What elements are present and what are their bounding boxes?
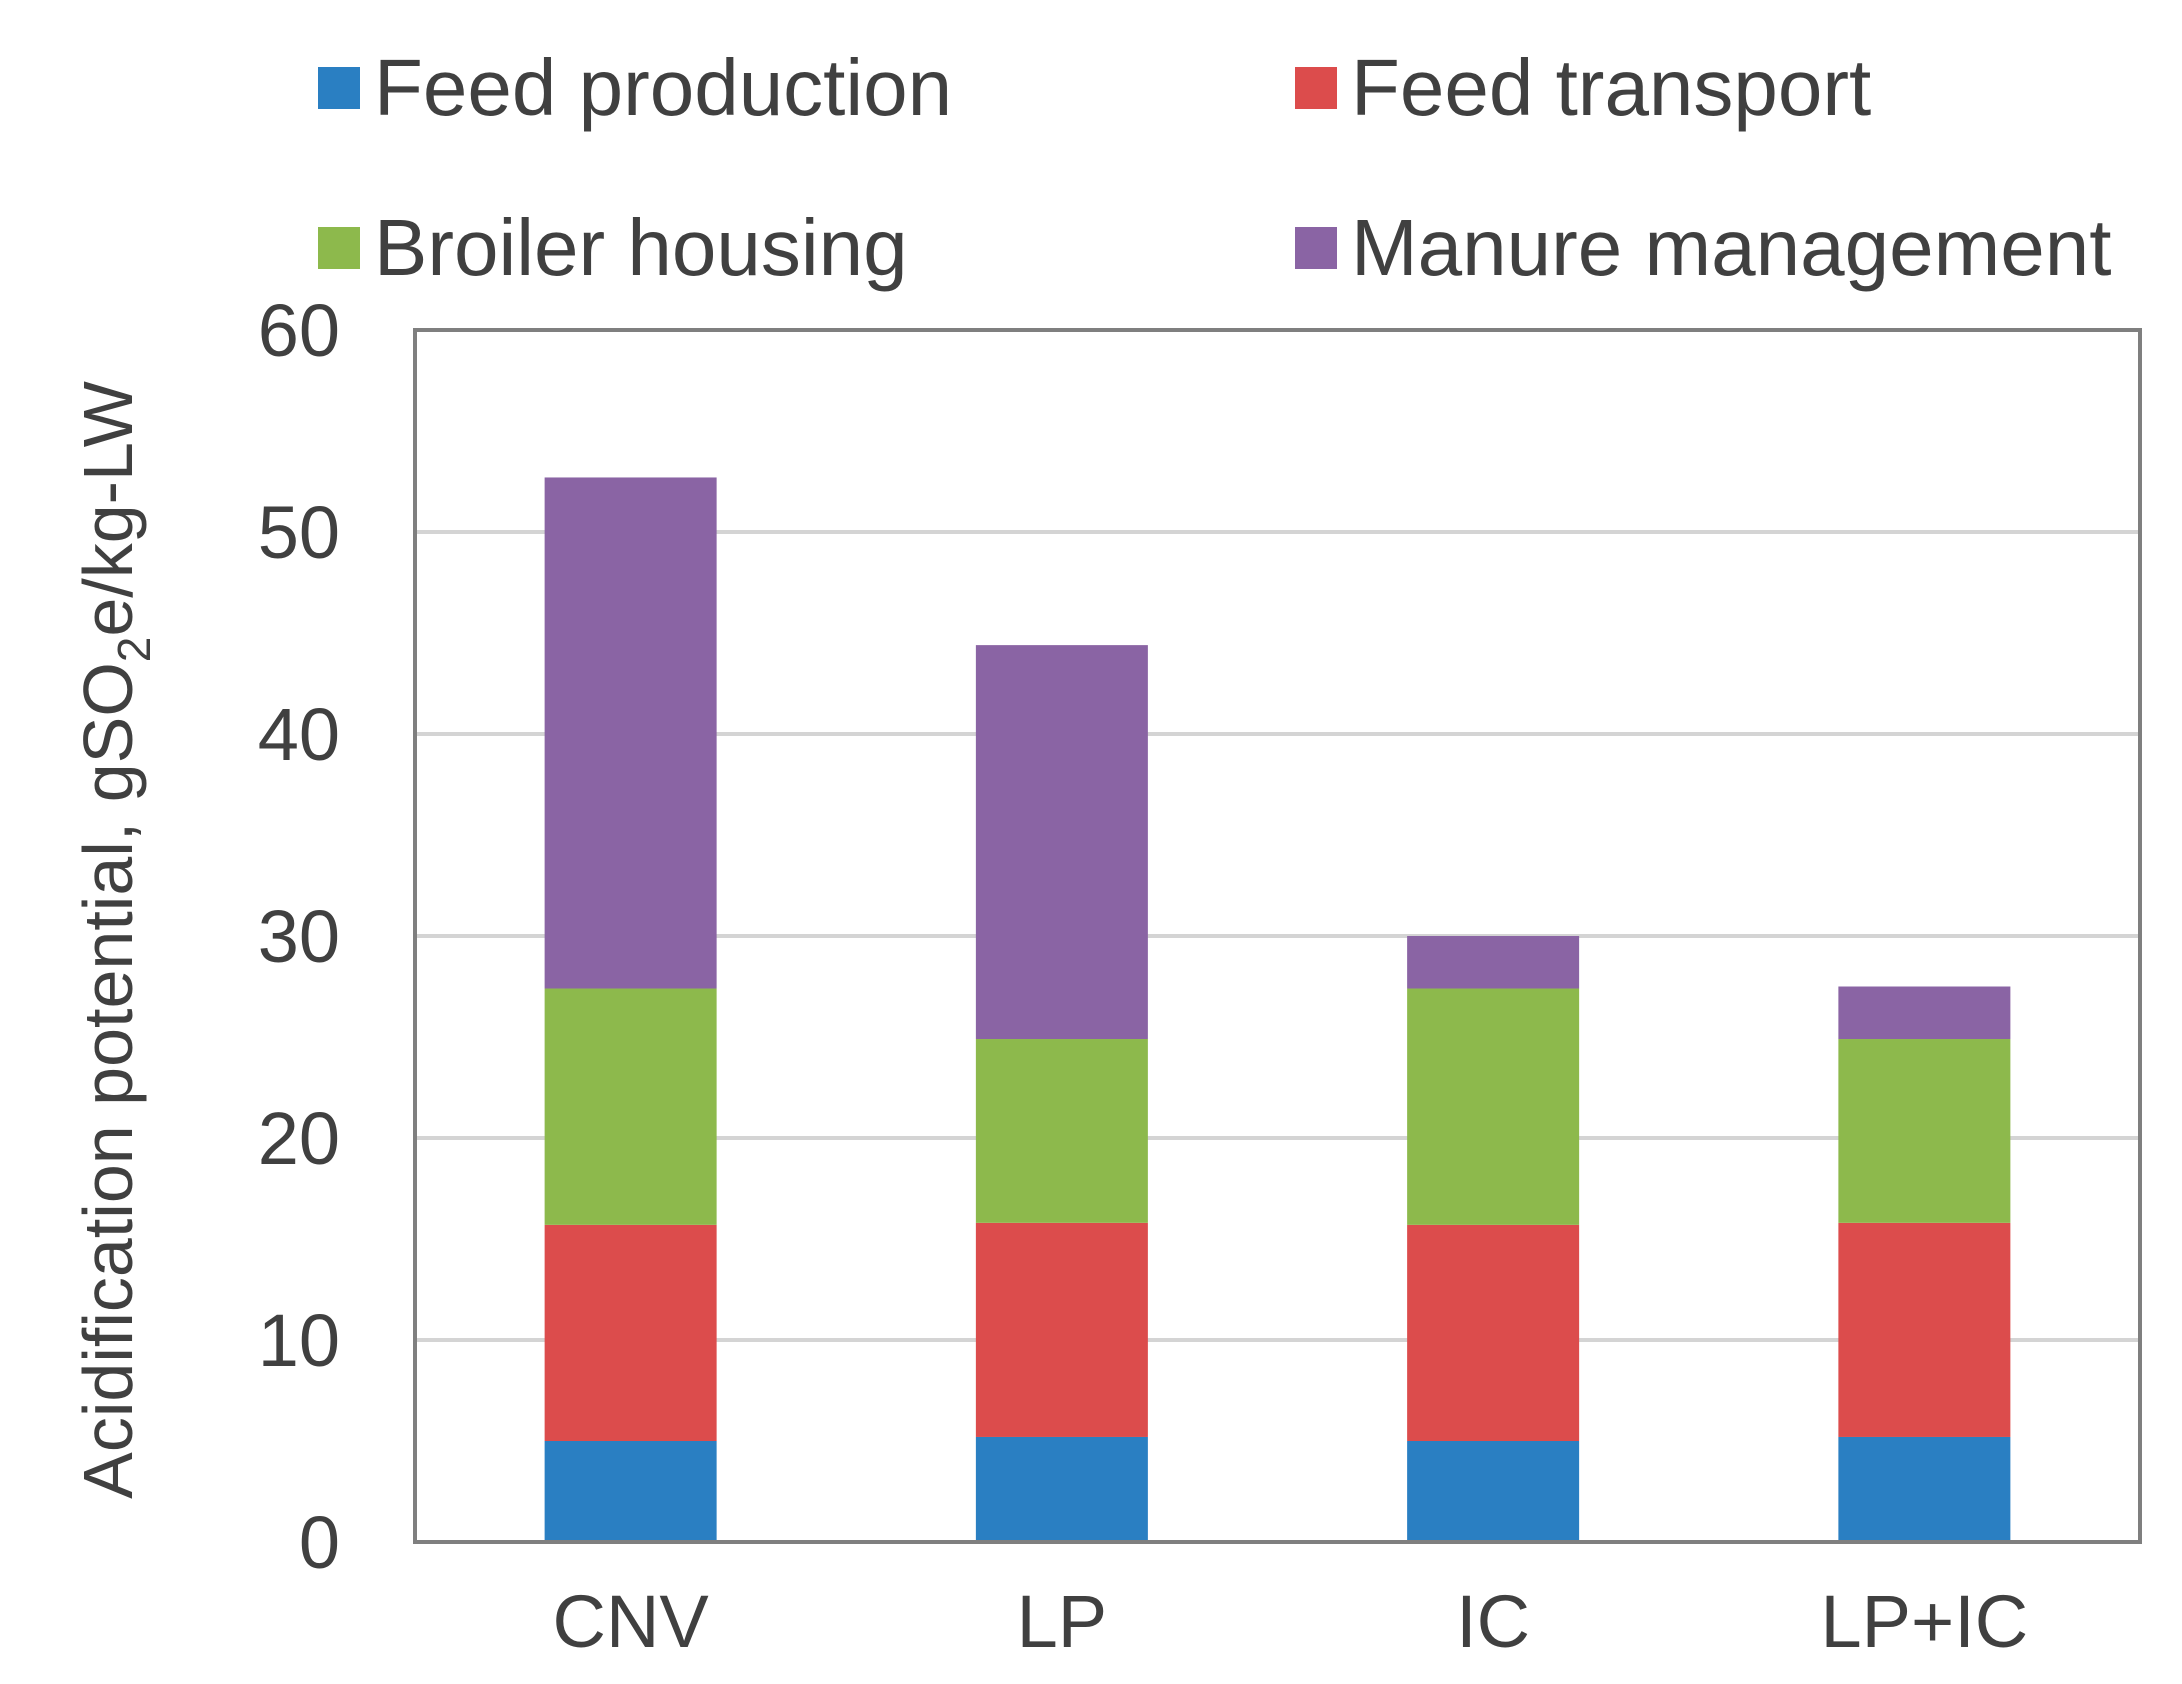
legend-item-feed-production: Feed production — [318, 48, 952, 128]
legend-swatch-broiler-housing — [318, 227, 360, 269]
legend-label-broiler-housing: Broiler housing — [374, 203, 908, 292]
y-tick-label-0: 0 — [299, 1501, 340, 1584]
bar-ic-feed-production — [1407, 1441, 1580, 1542]
y-tick-label-1: 10 — [258, 1299, 340, 1382]
y-tick-label-3: 30 — [258, 895, 340, 978]
y-tick-label-6: 60 — [258, 289, 340, 372]
x-tick-label-1: LP — [1017, 1580, 1108, 1663]
x-tick-label-0: CNV — [553, 1580, 710, 1663]
bar-lp-feed-production — [975, 1436, 1148, 1542]
legend-item-manure-management: Manure management — [1295, 208, 2111, 288]
y-tick-label-2: 20 — [258, 1097, 340, 1180]
legend-label-feed-production: Feed production — [374, 43, 953, 132]
legend-item-feed-transport: Feed transport — [1295, 48, 1871, 128]
x-tick-label-3: LP+IC — [1821, 1580, 2029, 1663]
bar-ic-broiler-housing — [1407, 988, 1580, 1225]
bar-cnv-feed-transport — [544, 1224, 717, 1441]
bar-lp-ic-feed-transport — [1838, 1222, 2011, 1437]
legend-label-manure-management: Manure management — [1351, 203, 2112, 292]
plot-frame — [413, 328, 2142, 1544]
bar-lp-ic-feed-production — [1838, 1436, 2011, 1542]
x-tick-labels: CNV LP IC LP+IC — [553, 1580, 2029, 1663]
bar-cnv-feed-production — [544, 1441, 717, 1542]
y-tick-labels: 0 10 20 30 40 50 60 — [258, 289, 340, 1584]
bar-cnv-broiler-housing — [544, 988, 717, 1225]
bar-ic-feed-transport — [1407, 1224, 1580, 1441]
bar-ic-manure-management — [1407, 936, 1580, 989]
bar-lp-ic-broiler-housing — [1838, 1039, 2011, 1223]
legend-swatch-feed-production — [318, 67, 360, 109]
y-axis-title: Acidification potential, gSO2e/kg-LW — [69, 381, 160, 1499]
bars — [544, 477, 2011, 1542]
legend-item-broiler-housing: Broiler housing — [318, 208, 908, 288]
y-tick-label-4: 40 — [258, 693, 340, 776]
y-axis-title-subscript: 2 — [108, 637, 160, 663]
bar-lp-ic-manure-management — [1838, 986, 2011, 1040]
bar-lp-broiler-housing — [975, 1039, 1148, 1223]
bar-lp-manure-management — [975, 645, 1148, 1040]
legend-label-feed-transport: Feed transport — [1351, 43, 1872, 132]
legend-swatch-feed-transport — [1295, 67, 1337, 109]
y-tick-label-5: 50 — [258, 491, 340, 574]
bar-cnv-manure-management — [544, 477, 717, 989]
legend-swatch-manure-management — [1295, 227, 1337, 269]
x-tick-label-2: IC — [1456, 1580, 1530, 1663]
y-axis-title-main: Acidification potential, gSO — [69, 662, 147, 1499]
bar-lp-feed-transport — [975, 1222, 1148, 1437]
y-axis-title-suffix: e/kg-LW — [69, 381, 147, 636]
